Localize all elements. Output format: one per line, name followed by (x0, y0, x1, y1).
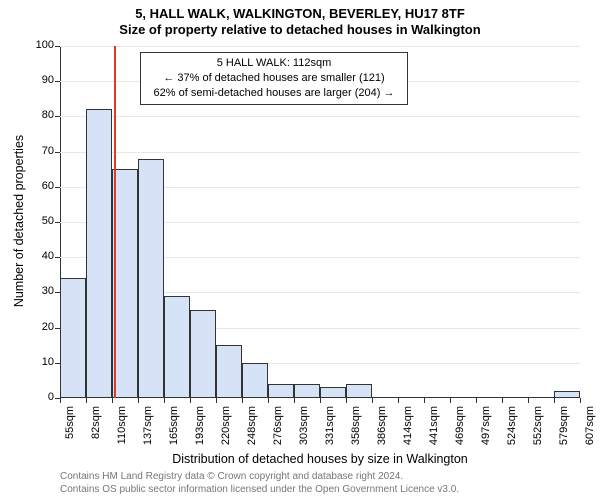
property-callout: 5 HALL WALK: 112sqm← 37% of detached hou… (140, 52, 408, 105)
x-tick-mark (294, 398, 295, 403)
y-tick-mark (55, 152, 60, 153)
histogram-bar (346, 384, 372, 398)
histogram-bar (294, 384, 320, 398)
y-tick-mark (55, 222, 60, 223)
x-tick-label: 165sqm (168, 406, 180, 452)
x-tick-mark (476, 398, 477, 403)
x-tick-mark (164, 398, 165, 403)
y-tick-mark (55, 257, 60, 258)
histogram-bar (242, 363, 268, 398)
x-tick-mark (86, 398, 87, 403)
title-line-2: Size of property relative to detached ho… (0, 22, 600, 38)
grid-line (60, 152, 580, 153)
grid-line (60, 46, 580, 47)
x-tick-label: 248sqm (246, 406, 258, 452)
histogram-bar (216, 345, 242, 398)
y-tick-mark (55, 81, 60, 82)
y-tick-label: 10 (18, 356, 54, 368)
y-tick-mark (55, 187, 60, 188)
chart-title: 5, HALL WALK, WALKINGTON, BEVERLEY, HU17… (0, 0, 600, 39)
histogram-bar (138, 159, 164, 398)
x-tick-label: 414sqm (402, 406, 414, 452)
callout-line: ← 37% of detached houses are smaller (12… (147, 71, 401, 86)
x-tick-mark (216, 398, 217, 403)
property-marker-line (114, 46, 116, 398)
histogram-bar (112, 169, 138, 398)
x-tick-mark (190, 398, 191, 403)
x-tick-label: 137sqm (142, 406, 154, 452)
histogram-bar (60, 278, 86, 398)
x-tick-label: 524sqm (506, 406, 518, 452)
y-tick-mark (55, 292, 60, 293)
histogram-bar (164, 296, 190, 398)
y-tick-label: 60 (18, 180, 54, 192)
y-tick-label: 100 (18, 39, 54, 51)
x-tick-label: 441sqm (428, 406, 440, 452)
x-tick-mark (138, 398, 139, 403)
x-tick-label: 82sqm (90, 406, 102, 452)
y-tick-mark (55, 328, 60, 329)
x-tick-label: 469sqm (454, 406, 466, 452)
x-tick-label: 607sqm (584, 406, 596, 452)
x-tick-mark (580, 398, 581, 403)
x-tick-label: 110sqm (116, 406, 128, 452)
y-tick-label: 20 (18, 321, 54, 333)
chart-footer: Contains HM Land Registry data © Crown c… (60, 471, 459, 496)
x-tick-mark (502, 398, 503, 403)
x-tick-label: 220sqm (220, 406, 232, 452)
histogram-bar (86, 109, 112, 398)
histogram-bar (190, 310, 216, 398)
x-tick-mark (528, 398, 529, 403)
histogram-bar (320, 387, 346, 398)
chart-container: 5, HALL WALK, WALKINGTON, BEVERLEY, HU17… (0, 0, 600, 500)
y-tick-label: 0 (18, 391, 54, 403)
x-tick-mark (60, 398, 61, 403)
y-tick-mark (55, 363, 60, 364)
histogram-bar (268, 384, 294, 398)
footer-line-1: Contains HM Land Registry data © Crown c… (60, 471, 459, 484)
y-tick-label: 50 (18, 215, 54, 227)
footer-line-2: Contains OS public sector information li… (60, 484, 459, 497)
x-tick-mark (424, 398, 425, 403)
x-tick-label: 193sqm (194, 406, 206, 452)
y-tick-label: 30 (18, 285, 54, 297)
x-tick-label: 331sqm (324, 406, 336, 452)
y-tick-label: 40 (18, 250, 54, 262)
x-tick-mark (450, 398, 451, 403)
x-tick-mark (242, 398, 243, 403)
x-tick-label: 303sqm (298, 406, 310, 452)
callout-line: 5 HALL WALK: 112sqm (147, 56, 401, 71)
x-tick-mark (268, 398, 269, 403)
x-tick-label: 497sqm (480, 406, 492, 452)
x-axis-title: Distribution of detached houses by size … (60, 452, 580, 466)
plot-area: 5 HALL WALK: 112sqm← 37% of detached hou… (60, 46, 580, 398)
y-tick-label: 90 (18, 74, 54, 86)
x-tick-label: 358sqm (350, 406, 362, 452)
histogram-bar (554, 391, 580, 398)
x-tick-mark (320, 398, 321, 403)
x-tick-label: 552sqm (532, 406, 544, 452)
x-tick-mark (398, 398, 399, 403)
y-tick-label: 80 (18, 109, 54, 121)
y-tick-mark (55, 116, 60, 117)
y-tick-label: 70 (18, 145, 54, 157)
x-tick-label: 386sqm (376, 406, 388, 452)
x-tick-label: 55sqm (64, 406, 76, 452)
x-tick-mark (112, 398, 113, 403)
x-tick-label: 579sqm (558, 406, 570, 452)
x-tick-mark (554, 398, 555, 403)
grid-line (60, 116, 580, 117)
x-tick-label: 276sqm (272, 406, 284, 452)
x-tick-mark (372, 398, 373, 403)
x-tick-mark (346, 398, 347, 403)
title-line-1: 5, HALL WALK, WALKINGTON, BEVERLEY, HU17… (0, 6, 600, 22)
y-tick-mark (55, 46, 60, 47)
callout-line: 62% of semi-detached houses are larger (… (147, 86, 401, 101)
